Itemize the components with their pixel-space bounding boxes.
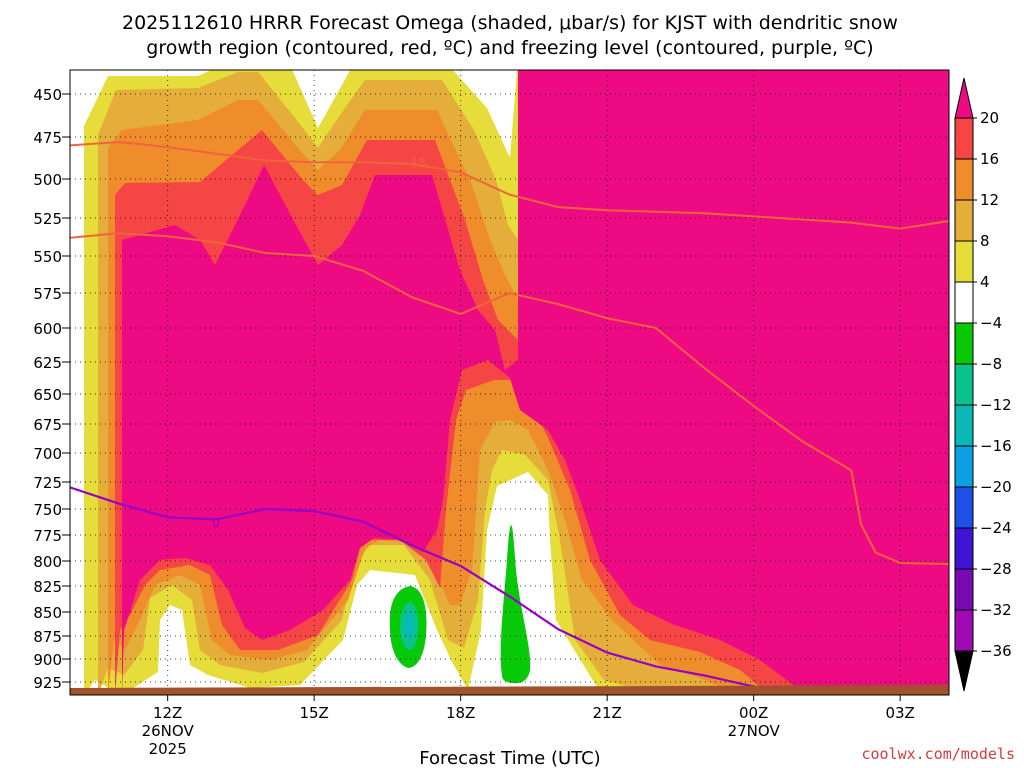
colorbar-label-8: −16 (980, 437, 1012, 455)
colorbar-segment-11 (954, 568, 974, 611)
x-tick-label-03Z: 03Z (885, 704, 914, 722)
colorbar-segment-0 (954, 117, 974, 160)
credit-text: coolwx.com/models (861, 745, 1015, 763)
colorbar-segment-6 (954, 363, 974, 406)
colorbar-label-13: −36 (980, 642, 1012, 660)
omega-shading (84, 70, 949, 695)
dgz-contour-lower (70, 232, 949, 565)
x-tick-label-18Z: 18Z (446, 704, 475, 722)
y-tick-label-825: 825 (33, 578, 62, 596)
colorbar-label-2: 12 (980, 191, 999, 209)
colorbar-label-9: −20 (980, 478, 1012, 496)
dgz-contour-label: 18 (410, 156, 425, 170)
y-tick-label-625: 625 (33, 354, 62, 372)
chart-title-line2: growth region (contoured, red, ºC) and f… (146, 37, 873, 59)
colorbar-label-7: −12 (980, 396, 1012, 414)
colorbar-label-11: −28 (980, 560, 1012, 578)
y-tick-label-600: 600 (33, 320, 62, 338)
y-tick-label-525: 525 (33, 210, 62, 228)
y-tick-label-575: 575 (33, 285, 62, 303)
x-tick-sublabel-26NOV: 26NOV (142, 722, 195, 740)
y-tick-label-700: 700 (33, 445, 62, 463)
y-tick-label-875: 875 (33, 628, 62, 646)
x-tick-label-12Z: 12Z (153, 704, 182, 722)
x-axis-label: Forecast Time (UTC) (419, 748, 600, 768)
colorbar-segment-12 (954, 609, 974, 652)
colorbar-label-5: −4 (980, 314, 1002, 332)
chart-title-line1: 2025112610 HRRR Forecast Omega (shaded, … (122, 12, 898, 34)
y-tick-label-675: 675 (33, 416, 62, 434)
y-tick-label-725: 725 (33, 474, 62, 492)
y-tick-label-850: 850 (33, 604, 62, 622)
omega-negative-pocket-1-center (404, 612, 414, 640)
y-tick-label-775: 775 (33, 527, 62, 545)
y-tick-label-925: 925 (33, 674, 62, 692)
contour-lines: 18 0 (70, 140, 949, 688)
y-tick-label-900: 900 (33, 651, 62, 669)
colorbar-segment-3 (954, 240, 974, 283)
y-tick-label-450: 450 (33, 86, 62, 104)
colorbar-segment-9 (954, 486, 974, 529)
y-tick-label-500: 500 (33, 171, 62, 189)
colorbar-segment-4 (954, 281, 974, 324)
grid-lines (70, 70, 949, 695)
colorbar-label-12: −32 (980, 601, 1012, 619)
terrain-ground (70, 685, 949, 695)
colorbar-label-6: −8 (980, 355, 1002, 373)
y-tick-label-550: 550 (33, 248, 62, 266)
colorbar-segment-7 (954, 404, 974, 447)
x-tick-label-00Z: 00Z (739, 704, 768, 722)
x-tick-label-21Z: 21Z (592, 704, 621, 722)
colorbar-label-10: −24 (980, 519, 1012, 537)
colorbar-segment-1 (954, 158, 974, 201)
colorbar: 20 16 12 8 4 −4 −8 −12 −16 −20 −24 −28 −32 −36 (954, 77, 1012, 692)
dgz-contour-upper (70, 140, 949, 230)
y-tick-label-475: 475 (33, 129, 62, 147)
omega-negative-pocket-2 (500, 525, 531, 684)
omega-band-20 (122, 70, 949, 695)
y-axis: 450 475 500 525 550 575 600 625 650 675 700 725 750 7… (33, 86, 70, 692)
x-tick-label-15Z: 15Z (299, 704, 328, 722)
colorbar-label-1: 16 (980, 150, 999, 168)
colorbar-cap-top (954, 77, 974, 119)
colorbar-segment-8 (954, 445, 974, 488)
plot-frame (69, 69, 950, 696)
freezing-contour-label: 0 (212, 516, 220, 530)
colorbar-cap-bottom (954, 650, 974, 692)
colorbar-segment-5 (954, 322, 974, 365)
y-tick-label-750: 750 (33, 501, 62, 519)
x-tick-sublabel-27NOV: 27NOV (728, 722, 781, 740)
plot-area: 18 0 (70, 70, 949, 695)
colorbar-label-4: 4 (980, 273, 990, 291)
colorbar-label-0: 20 (980, 109, 999, 127)
y-tick-label-800: 800 (33, 553, 62, 571)
x-tick-sublabel-2025: 2025 (149, 740, 187, 758)
freezing-level-contour (70, 486, 754, 688)
colorbar-segment-10 (954, 527, 974, 570)
colorbar-segment-2 (954, 199, 974, 242)
colorbar-label-3: 8 (980, 232, 990, 250)
y-tick-label-650: 650 (33, 386, 62, 404)
